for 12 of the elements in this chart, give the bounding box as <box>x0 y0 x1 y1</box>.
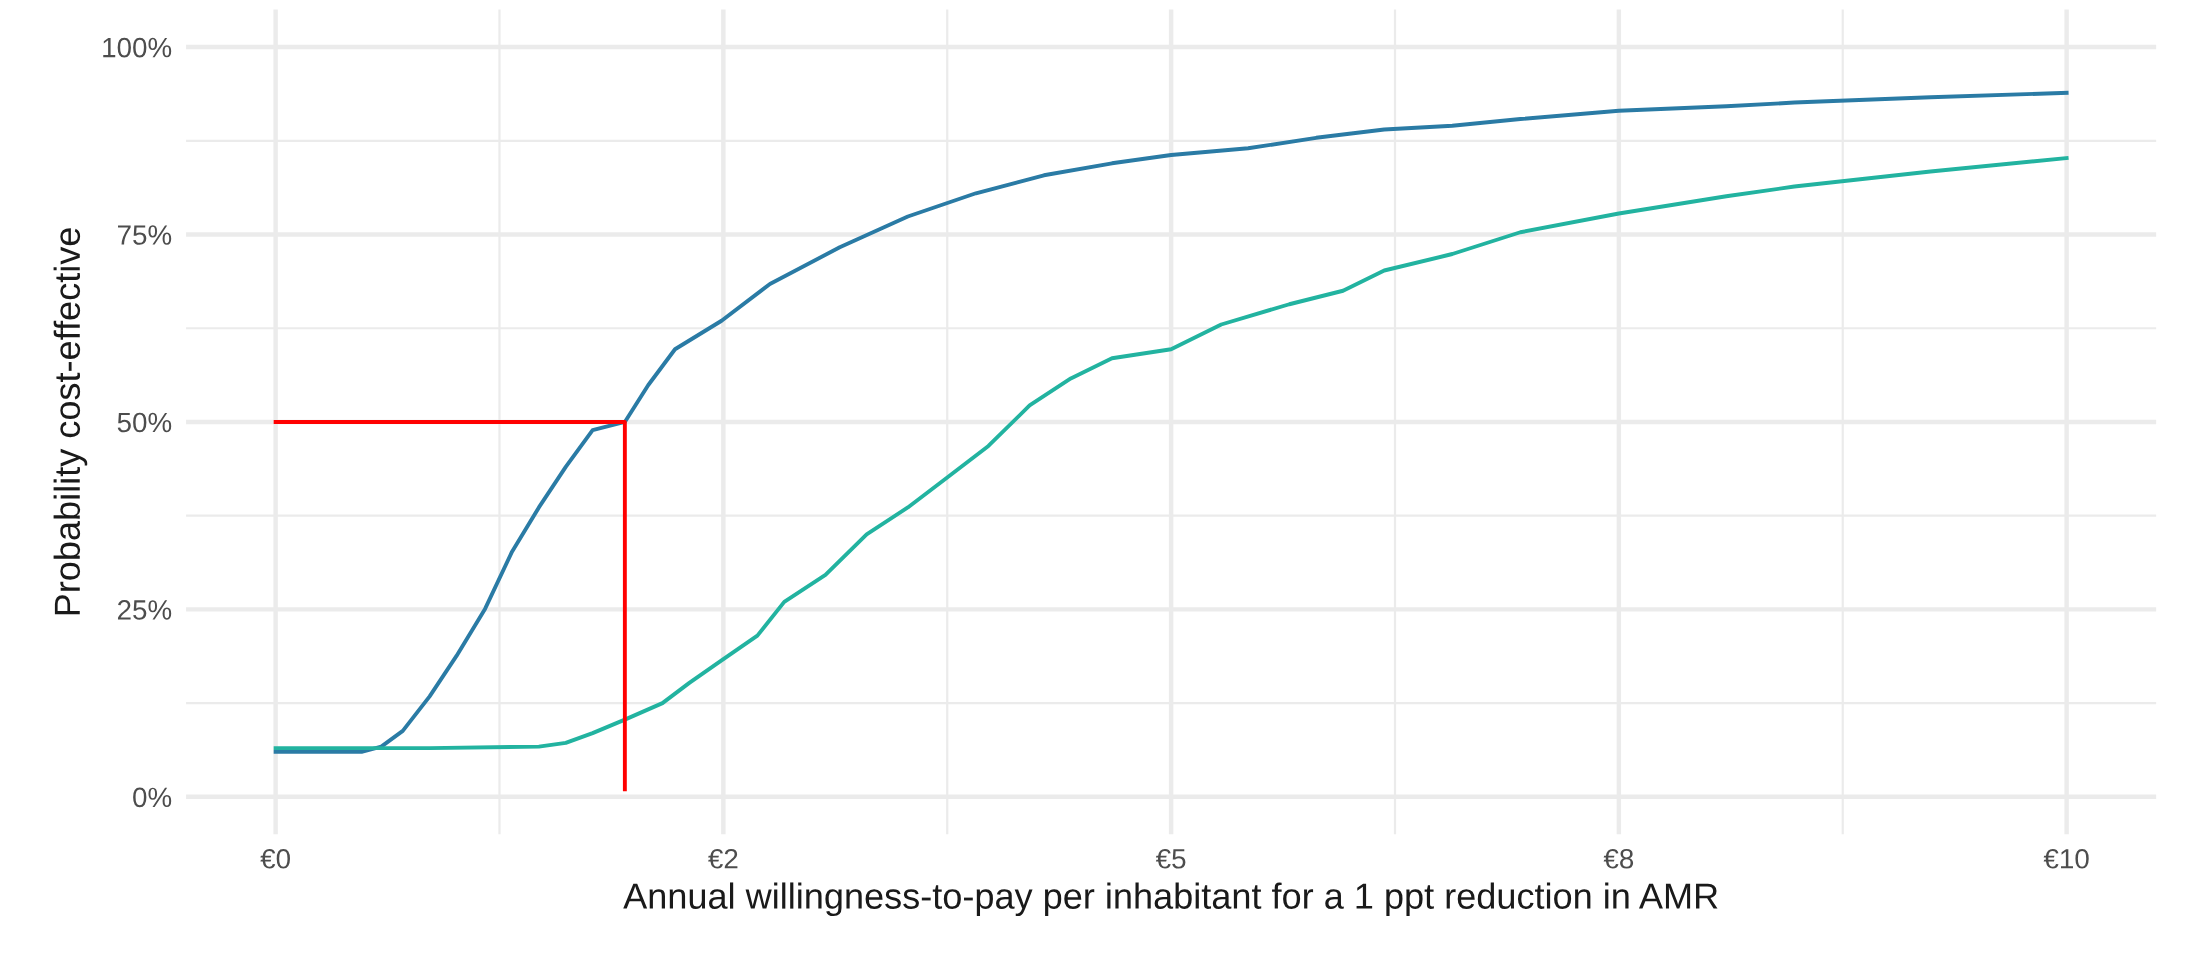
y-axis-title: Probability cost-effective <box>53 228 88 615</box>
y-tick-label: 100% <box>103 37 172 58</box>
y-tick-label: 75% <box>118 225 172 245</box>
x-tick-label: €2 <box>708 848 738 869</box>
y-tick-label: 0% <box>133 787 172 808</box>
x-axis-title: Annual willingness-to-pay per inhabitant for a 1 ppt reduction in AMR <box>623 882 1718 917</box>
x-tick-label: €0 <box>260 848 290 869</box>
y-tick-label: 50% <box>117 412 172 433</box>
x-tick-label: €8 <box>1603 848 1634 869</box>
x-tick-label: €10 <box>2043 848 2089 869</box>
y-tick-label: 25% <box>117 600 172 620</box>
x-tick-label: €5 <box>1155 848 1186 869</box>
